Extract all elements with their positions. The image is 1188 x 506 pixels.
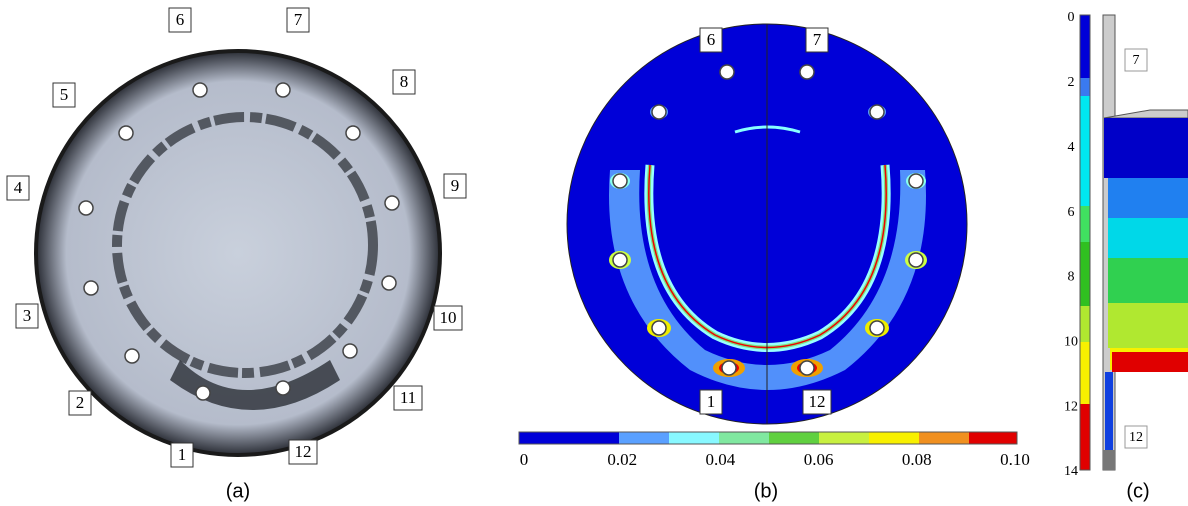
figure: 123456789101112 (a) 67112: [0, 0, 1188, 506]
colorbar-tick-label: 0.08: [902, 450, 932, 469]
bolt-label: 6: [176, 10, 185, 29]
bolt-label: 6: [707, 30, 716, 49]
bolt-label: 7: [294, 10, 303, 29]
scale-tick-label: 0: [1068, 10, 1075, 25]
bolt-label: 2: [76, 393, 85, 412]
bolt-label: 10: [440, 308, 457, 327]
bolt-label: 7: [813, 30, 822, 49]
bolt-label: 7: [1133, 53, 1140, 68]
bolt-label: 1: [178, 445, 187, 464]
cross-section: [1103, 15, 1188, 470]
colorbar-ticks: 0 0.02 0.04 0.06 0.08 0.10: [520, 450, 1030, 469]
colorbar-tick-label: 0.04: [706, 450, 736, 469]
panel-c: 0 2 4 6 8 10 12 14 7 12 (c): [1064, 10, 1188, 502]
bolt-label: 1: [707, 392, 716, 411]
caption: (c): [1126, 480, 1149, 502]
scale-ticks: 0 2 4 6 8 10 12 14: [1064, 10, 1078, 479]
scale-tick-label: 14: [1064, 464, 1078, 479]
scale-tick-label: 4: [1068, 140, 1075, 155]
scale-tick-label: 6: [1068, 205, 1075, 220]
scale-bar: [1080, 15, 1090, 470]
colorbar: [519, 432, 1017, 444]
scale-tick-label: 10: [1064, 335, 1078, 350]
colorbar-tick-label: 0: [520, 450, 529, 469]
bolt-label: 8: [400, 72, 409, 91]
bolt-label: 9: [451, 176, 460, 195]
bolt-label: 12: [295, 442, 312, 461]
scale-tick-label: 8: [1068, 270, 1075, 285]
caption: (b): [754, 480, 778, 502]
bolt-label: 4: [14, 178, 23, 197]
bolt-label: 11: [400, 388, 416, 407]
bolt-label: 5: [60, 85, 69, 104]
bolt-label: 12: [1129, 430, 1143, 445]
bolt-label: 12: [809, 392, 826, 411]
scale-tick-label: 2: [1068, 75, 1075, 90]
panel-b: 6 7 1 12 0 0.02 0.04 0.06 0.08 0.10 (b): [519, 24, 1030, 502]
colorbar-tick-label: 0.02: [607, 450, 637, 469]
scale-tick-label: 12: [1064, 399, 1078, 414]
colorbar-tick-label: 0.10: [1000, 450, 1030, 469]
colorbar-tick-label: 0.06: [804, 450, 834, 469]
caption: (a): [226, 480, 250, 502]
bolt-label: 3: [23, 306, 32, 325]
